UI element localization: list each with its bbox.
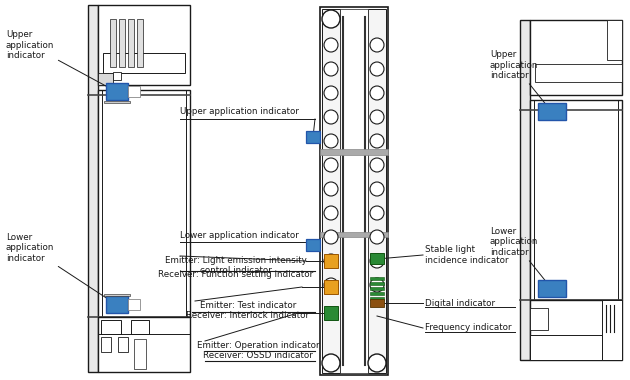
Circle shape — [324, 86, 338, 100]
Bar — [128, 299, 140, 310]
Circle shape — [368, 354, 386, 372]
Bar — [320, 232, 388, 237]
Text: Lower application indicator: Lower application indicator — [180, 231, 299, 239]
Bar — [520, 20, 530, 360]
Bar — [104, 101, 130, 103]
Bar — [340, 9, 368, 373]
Bar — [101, 337, 111, 352]
Bar — [530, 335, 602, 360]
Bar — [128, 19, 134, 67]
Bar — [306, 239, 320, 251]
Bar — [98, 73, 113, 85]
Bar — [324, 306, 338, 320]
Circle shape — [324, 254, 338, 268]
Bar — [104, 294, 130, 296]
Circle shape — [322, 10, 340, 28]
Text: Emitter: Test indicator: Emitter: Test indicator — [200, 301, 296, 310]
Text: Stable light
incidence indicator: Stable light incidence indicator — [425, 245, 508, 265]
Circle shape — [370, 230, 384, 244]
Bar — [113, 72, 121, 80]
Circle shape — [370, 182, 384, 196]
Bar — [370, 297, 384, 300]
Circle shape — [324, 230, 338, 244]
Bar — [320, 7, 388, 375]
Bar — [538, 103, 566, 120]
Text: Lower
application
indicator: Lower application indicator — [490, 227, 549, 286]
Text: Lower
application
indicator: Lower application indicator — [6, 233, 114, 303]
Bar — [137, 19, 143, 67]
Bar — [106, 296, 128, 313]
Text: Frequency indicator: Frequency indicator — [425, 323, 512, 332]
Circle shape — [370, 110, 384, 124]
Bar — [370, 282, 384, 285]
Bar — [535, 64, 622, 82]
Bar — [607, 20, 622, 60]
Bar — [98, 90, 190, 317]
Bar — [131, 320, 149, 334]
Bar — [320, 149, 388, 155]
Text: Emitter: Light emission intensity
control indicator: Emitter: Light emission intensity contro… — [165, 256, 307, 276]
Circle shape — [370, 134, 384, 148]
Circle shape — [324, 158, 338, 172]
Bar — [538, 280, 566, 297]
Text: Upper
application
indicator: Upper application indicator — [490, 50, 549, 109]
Bar — [128, 86, 140, 97]
Bar — [98, 5, 190, 85]
Circle shape — [370, 38, 384, 52]
Bar — [98, 317, 190, 372]
Text: Upper
application
indicator: Upper application indicator — [6, 30, 113, 90]
Circle shape — [370, 62, 384, 76]
Bar — [530, 308, 548, 330]
Circle shape — [324, 206, 338, 220]
Bar — [306, 131, 320, 143]
Bar — [322, 9, 340, 373]
Circle shape — [324, 38, 338, 52]
Bar — [98, 317, 190, 334]
Bar — [101, 320, 121, 334]
Bar — [370, 253, 384, 264]
Bar — [530, 300, 622, 360]
Text: Receiver: OSSD indicator: Receiver: OSSD indicator — [203, 351, 313, 360]
Bar — [103, 53, 185, 73]
Bar — [324, 280, 338, 294]
Circle shape — [324, 134, 338, 148]
Text: Receiver: Interlock indicator: Receiver: Interlock indicator — [186, 311, 309, 320]
Text: Digital indicator: Digital indicator — [425, 299, 495, 307]
Bar — [368, 9, 386, 373]
Bar — [370, 287, 384, 290]
Circle shape — [324, 182, 338, 196]
Bar — [119, 19, 125, 67]
Bar — [530, 100, 622, 300]
Circle shape — [370, 278, 384, 292]
Circle shape — [370, 206, 384, 220]
Circle shape — [324, 62, 338, 76]
Bar — [110, 19, 116, 67]
Bar — [602, 300, 622, 360]
Bar — [134, 339, 146, 369]
Bar — [118, 337, 128, 352]
Bar — [370, 299, 384, 307]
Text: Receiver: Function setting indicator: Receiver: Function setting indicator — [158, 270, 314, 279]
Circle shape — [324, 110, 338, 124]
Bar — [106, 83, 128, 100]
Text: Emitter: Operation indicator: Emitter: Operation indicator — [197, 341, 319, 350]
Circle shape — [370, 254, 384, 268]
Circle shape — [324, 278, 338, 292]
Bar — [370, 277, 384, 280]
Bar — [530, 20, 622, 95]
Circle shape — [370, 158, 384, 172]
Circle shape — [322, 354, 340, 372]
Bar — [370, 292, 384, 295]
Circle shape — [370, 86, 384, 100]
Text: Upper application indicator: Upper application indicator — [180, 108, 299, 117]
Bar — [324, 254, 338, 268]
Bar — [88, 5, 98, 372]
